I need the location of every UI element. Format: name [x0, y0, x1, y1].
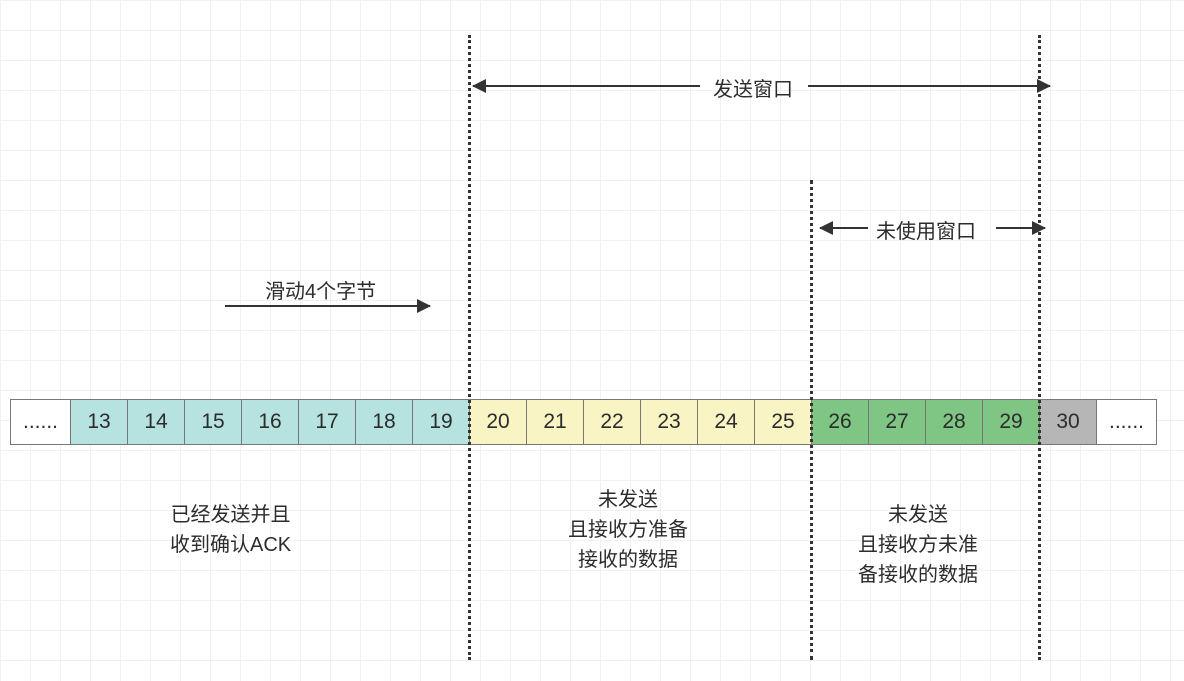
desc-notready: 未发送且接收方未准备接收的数据	[858, 500, 978, 590]
unused-window-arrow-right	[996, 227, 1045, 229]
byte-cell-26: 26	[811, 399, 869, 445]
desc-acked: 已经发送并且收到确认ACK	[170, 500, 291, 560]
desc-ready: 未发送且接收方准备接收的数据	[568, 485, 688, 575]
byte-cell-18: 18	[355, 399, 413, 445]
byte-cell-15: 15	[184, 399, 242, 445]
send-window-arrow-right	[808, 85, 1050, 87]
byte-cell-22: 22	[583, 399, 641, 445]
byte-cell-28: 28	[925, 399, 983, 445]
byte-cell-29: 29	[982, 399, 1040, 445]
divider-line-2	[810, 180, 813, 660]
byte-cell-16: 16	[241, 399, 299, 445]
byte-cell-21: 21	[526, 399, 584, 445]
send-window-label: 发送窗口	[713, 73, 793, 102]
unused-window-label: 未使用窗口	[876, 215, 976, 244]
divider-line-1	[468, 35, 471, 660]
slide-bytes-arrow	[225, 305, 430, 307]
byte-cell-17: 17	[298, 399, 356, 445]
divider-line-3	[1038, 35, 1041, 660]
byte-cell-30: 30	[1039, 399, 1097, 445]
send-window-arrow-left	[473, 85, 700, 87]
byte-cell-27: 27	[868, 399, 926, 445]
slide-bytes-label: 滑动4个字节	[265, 275, 376, 304]
byte-cell-23: 23	[640, 399, 698, 445]
byte-cell-25: 25	[754, 399, 812, 445]
byte-cell-13: 13	[70, 399, 128, 445]
unused-window-arrow-left	[820, 227, 868, 229]
byte-cell-24: 24	[697, 399, 755, 445]
byte-cell-19: 19	[412, 399, 470, 445]
diagram-canvas: ......1314151617181920212223242526272829…	[0, 0, 1184, 681]
byte-cell-20: 20	[469, 399, 527, 445]
byte-cell-14: 14	[127, 399, 185, 445]
ellipsis-cell: ......	[1096, 399, 1157, 445]
ellipsis-cell: ......	[10, 399, 71, 445]
